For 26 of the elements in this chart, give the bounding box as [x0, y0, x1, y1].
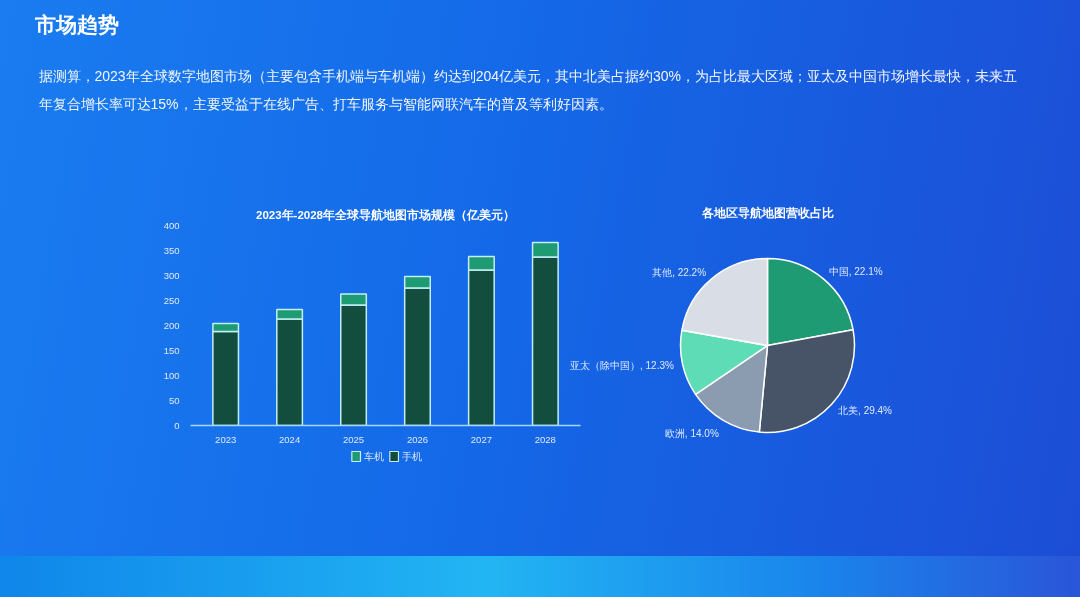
y-tick-label: 100	[163, 369, 180, 381]
y-tick-label: 400	[163, 219, 180, 231]
x-tick-label: 2026	[406, 433, 429, 445]
y-tick-label: 250	[163, 294, 180, 306]
slice-label: 其他, 22.2%	[652, 266, 707, 278]
slice-label: 欧洲, 14.0%	[664, 427, 719, 439]
y-tick-label: 50	[168, 394, 180, 406]
slice-label: 亚太（除中国）, 12.3%	[570, 360, 675, 371]
x-tick-label: 2027	[470, 433, 492, 445]
chart-title: 2023年-2028年全球导航地图市场规模（亿美元）	[256, 207, 515, 222]
text: 据测算，2023年全球数字地图市场（主要包含手机端与车机端）约达到204亿美元，其中北美占据约30%，为占比最大区域；亚太及中国市场增长最快，未来五年复合增长率可达15%，主要受益于在线广告、打车服务与智能网联汽车的普及等利好因素。	[38, 67, 1018, 112]
y-tick-label: 0	[174, 419, 180, 431]
x-tick-label: 2023	[215, 433, 237, 445]
legend-label: 车机	[363, 451, 384, 462]
x-tick-label: 2028	[534, 433, 556, 445]
chart-title: 各地区导航地图营收占比	[700, 205, 834, 220]
slice-label: 中国, 22.1%	[828, 266, 883, 278]
legend-label: 手机	[401, 451, 422, 462]
y-tick-label: 300	[163, 269, 180, 281]
slice-label: 北美, 29.4%	[838, 404, 893, 416]
y-tick-label: 350	[163, 244, 180, 256]
x-tick-label: 2025	[342, 433, 365, 445]
y-tick-label: 150	[163, 344, 180, 356]
y-tick-label: 200	[163, 319, 180, 331]
text: 市场趋势	[33, 13, 119, 36]
x-tick-label: 2024	[279, 433, 301, 445]
